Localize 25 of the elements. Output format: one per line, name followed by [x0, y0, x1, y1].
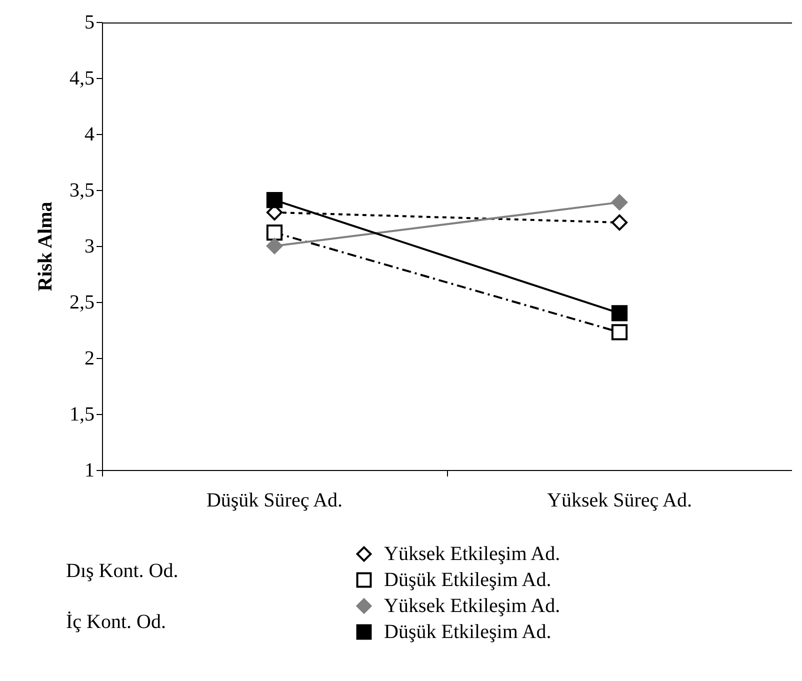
y-tick-label: 1,5	[70, 404, 94, 426]
y-tick-label: 4,5	[70, 68, 94, 90]
point	[266, 192, 283, 208]
x-tick-label: Yüksek Süreç Ad.	[547, 490, 692, 512]
y-tick-label: 1	[84, 460, 94, 482]
y-tick-label: 3,5	[70, 180, 94, 202]
point	[611, 194, 628, 210]
y-tick-label: 2,5	[70, 292, 94, 314]
y-tick-label: 4	[84, 124, 94, 146]
text: İç Kont. Od.	[66, 611, 166, 633]
y-axis-title: Risk Alma	[34, 202, 56, 292]
text: Dış Kont. Od.	[66, 560, 178, 582]
point	[611, 324, 628, 340]
point	[266, 238, 283, 254]
x-tick-label: Düşük Süreç Ad.	[206, 490, 343, 512]
y-tick-label: 2	[84, 348, 94, 370]
y-tick-label: 3	[84, 236, 94, 258]
legend-label: Yüksek Etkileşim Ad.	[384, 543, 560, 565]
legend-label: Düşük Etkileşim Ad.	[384, 569, 552, 591]
point	[611, 305, 628, 322]
point	[266, 224, 283, 241]
legend-label: Düşük Etkileşim Ad.	[384, 621, 552, 643]
point	[611, 214, 628, 231]
legend-label: Yüksek Etkileşim Ad.	[384, 595, 560, 617]
y-tick-label: 5	[84, 12, 94, 34]
